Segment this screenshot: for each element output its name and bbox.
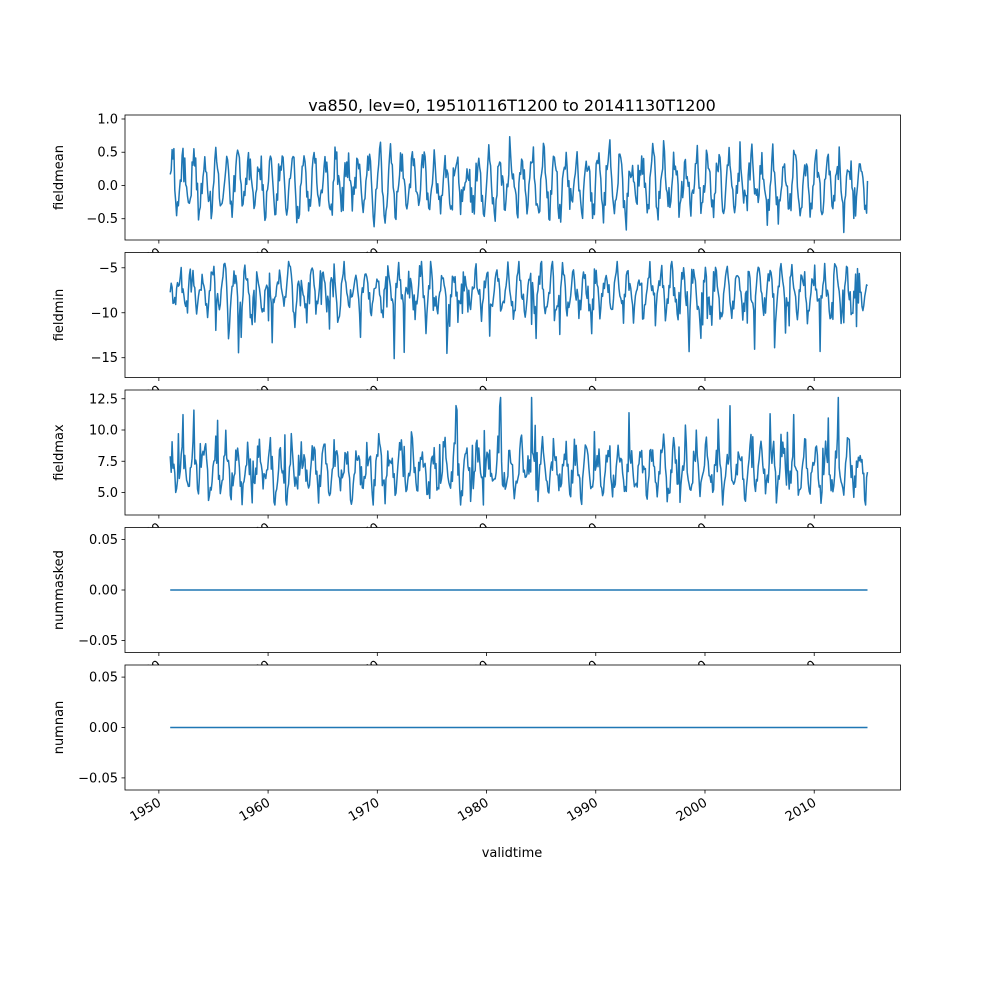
subplot-nummasked: 0.050.00−0.05195019601970198019902000201… xyxy=(52,527,901,688)
y-axis-label-numnan: numnan xyxy=(52,701,67,755)
y-axis-label-nummasked: nummasked xyxy=(52,550,67,630)
y-tick-label: −0.05 xyxy=(78,634,118,649)
subplots-container: 1.0 0.5 0.0 −0.5 1950 1960 1970 1980 1990 2000 201… xyxy=(52,112,901,825)
y-axis-label-fieldmean: fieldmean xyxy=(52,145,67,210)
series-line-fieldmean xyxy=(169,136,869,234)
x-axis-title: validtime xyxy=(482,846,543,861)
x-tick-label: 1970 xyxy=(346,795,382,825)
y-axis-label-fieldmax: fieldmax xyxy=(52,424,67,481)
y-tick-label: −5 xyxy=(99,261,118,276)
axes-spines xyxy=(124,252,901,378)
y-tick-label: −15 xyxy=(91,351,118,366)
y-tick-label: −10 xyxy=(91,306,118,321)
y-tick-label: −0.05 xyxy=(78,771,118,786)
y-tick-label: −0.5 xyxy=(86,212,118,227)
chart-title: va850, lev=0, 19510116T1200 to 20141130T… xyxy=(308,96,716,115)
y-tick-label: 1.0 xyxy=(97,112,118,127)
subplot-fieldmean: 1.00.50.0−0.5195019601970198019902000201… xyxy=(52,112,901,275)
axes-spines xyxy=(124,114,901,241)
y-tick-label: 0.0 xyxy=(97,179,118,194)
series-line-fieldmin xyxy=(169,260,869,360)
x-tick-label: 1960 xyxy=(237,795,273,825)
y-tick-label: 10.0 xyxy=(89,424,118,439)
y-tick-label: 0.5 xyxy=(97,146,118,161)
axes-spines xyxy=(124,389,901,516)
y-tick-label: 0.05 xyxy=(89,533,118,548)
x-tick-label: 2000 xyxy=(674,795,710,825)
y-tick-label: 5.0 xyxy=(97,486,118,501)
y-tick-label: 7.5 xyxy=(97,455,118,470)
x-tick-label: 1950 xyxy=(128,795,164,825)
y-axis-label-fieldmin: fieldmin xyxy=(52,289,67,342)
series-line-fieldmax xyxy=(169,396,869,506)
x-tick-label: 1990 xyxy=(565,795,601,825)
x-tick-label: 2010 xyxy=(783,795,819,825)
y-tick-label: 0.00 xyxy=(89,721,118,736)
subplot-fieldmax: 5.07.510.012.519501960197019801990200020… xyxy=(52,389,901,550)
y-tick-label: 12.5 xyxy=(89,392,118,407)
y-tick-label: 0.05 xyxy=(89,671,118,686)
subplot-numnan: 0.05 0.00 −0.05 1950 1960 1970 1980 1990 2000 201… xyxy=(52,664,901,825)
subplot-fieldmin: −5−10−151950196019701980199020002010fiel… xyxy=(52,252,901,413)
x-tick-label: 1980 xyxy=(455,795,491,825)
y-tick-label: 0.00 xyxy=(89,584,118,599)
